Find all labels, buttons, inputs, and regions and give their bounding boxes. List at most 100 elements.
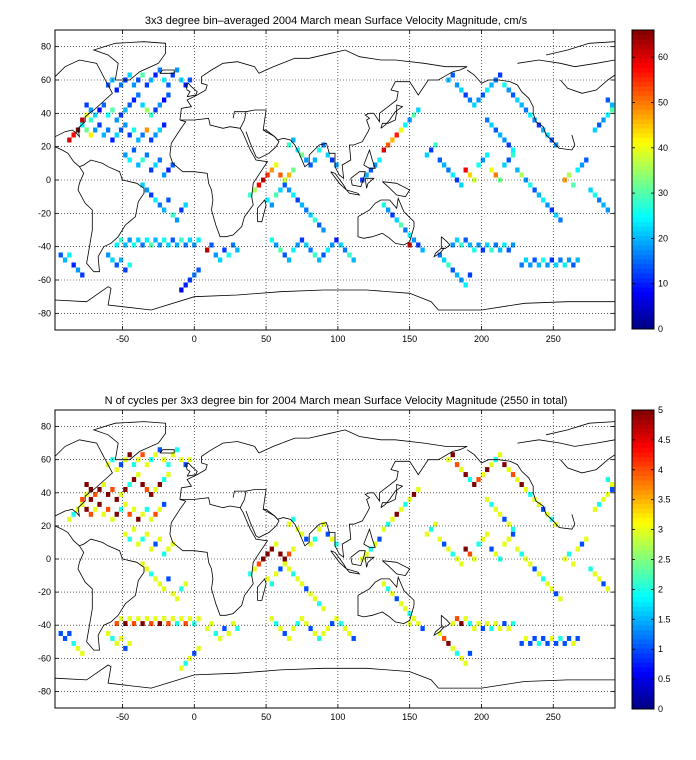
heatmap-cell xyxy=(166,576,171,582)
heatmap-cell xyxy=(523,556,529,562)
heatmap-cell xyxy=(273,541,279,547)
heatmap-cell xyxy=(131,526,137,532)
heatmap-cell xyxy=(510,531,516,537)
heatmap-cell xyxy=(506,521,511,527)
heatmap-cell xyxy=(549,257,554,263)
colorbar-step xyxy=(632,282,654,288)
heatmap-cell xyxy=(463,616,468,622)
heatmap-cell xyxy=(454,616,460,622)
heatmap-cell xyxy=(136,162,141,168)
heatmap-cell xyxy=(502,621,507,627)
colorbar-step xyxy=(632,484,654,490)
heatmap-cell xyxy=(153,72,158,78)
colorbar: 0 0.5 1 1.5 2 2.5 3 3.5 4 4.5 5 xyxy=(631,405,671,714)
heatmap-cell xyxy=(403,227,408,233)
heatmap-cell xyxy=(269,581,274,587)
heatmap-cell xyxy=(360,177,365,183)
x-tick-label: 100 xyxy=(330,334,345,344)
colorbar-tick-label: 0 xyxy=(658,324,663,334)
coastline-path xyxy=(560,74,616,94)
heatmap-cell xyxy=(295,197,300,203)
heatmap-cell xyxy=(523,177,529,183)
heatmap-cell xyxy=(523,257,529,263)
heatmap-cell xyxy=(157,127,162,133)
heatmap-cell xyxy=(114,621,119,627)
heatmap-cell xyxy=(407,496,412,502)
colorbar-step xyxy=(632,545,654,551)
heatmap-cell xyxy=(71,511,76,517)
heatmap-cell xyxy=(140,561,145,567)
heatmap-cell xyxy=(153,197,158,203)
heatmap-cell xyxy=(597,122,602,128)
heatmap-cell xyxy=(403,606,408,612)
heatmap-cell xyxy=(291,626,296,632)
heatmap-cell xyxy=(269,167,274,173)
heatmap-cell xyxy=(144,237,150,243)
coastline-path xyxy=(169,497,269,616)
colorbar-step xyxy=(632,212,654,218)
colorbar-step xyxy=(632,142,654,148)
heatmap-cell xyxy=(131,462,137,468)
heatmap-cell xyxy=(437,536,442,542)
heatmap-cell xyxy=(265,551,270,557)
heatmap-cell xyxy=(149,491,154,497)
coastline-path xyxy=(363,148,376,169)
heatmap-cell xyxy=(118,127,124,133)
heatmap-cell xyxy=(153,132,158,138)
heatmap-cell xyxy=(605,491,610,497)
heatmap-cell xyxy=(75,267,81,273)
heatmap-cell xyxy=(450,72,455,78)
heatmap-cell xyxy=(601,117,606,123)
heatmap-cell xyxy=(312,596,318,602)
colorbar-step xyxy=(632,433,654,439)
colorbar-step xyxy=(632,596,654,603)
heatmap-cell xyxy=(127,132,132,138)
heatmap-cell xyxy=(506,157,511,163)
heatmap-cell xyxy=(144,462,150,468)
heatmap-cell xyxy=(282,561,287,567)
heatmap-cell xyxy=(273,192,279,198)
heatmap-cell xyxy=(429,147,434,153)
heatmap-cell xyxy=(278,626,283,632)
heatmap-cell xyxy=(532,496,537,502)
heatmap-cell xyxy=(261,556,266,562)
heatmap-cell xyxy=(364,172,369,178)
heatmap-cell xyxy=(153,576,158,582)
colorbar-step xyxy=(632,296,654,302)
heatmap-cell xyxy=(179,616,184,622)
heatmap-cell xyxy=(187,655,193,661)
colorbar-step xyxy=(632,174,654,180)
heatmap-cell xyxy=(166,92,171,98)
colorbar-step xyxy=(632,582,654,589)
coastline-path xyxy=(330,171,347,191)
coastline-path xyxy=(257,578,267,601)
heatmap-cell xyxy=(394,217,399,223)
heatmap-cell xyxy=(454,462,460,468)
colorbar-step xyxy=(632,531,654,537)
heatmap-cell xyxy=(403,501,408,507)
heatmap-cell xyxy=(105,112,111,118)
heatmap-cell xyxy=(334,237,339,243)
heatmap-cell xyxy=(118,635,124,641)
heatmap-cell xyxy=(136,77,141,83)
heatmap-cell xyxy=(174,242,180,248)
heatmap-cell xyxy=(144,82,150,88)
heatmap-cell xyxy=(196,267,201,273)
heatmap-cell xyxy=(390,137,395,143)
heatmap-cell xyxy=(441,162,447,168)
heatmap-cell xyxy=(325,247,330,253)
heatmap-cell xyxy=(381,202,386,208)
colorbar-tick-label: 2.5 xyxy=(658,555,671,565)
colorbar-step xyxy=(632,480,654,486)
y-tick-label: 80 xyxy=(41,42,51,52)
colorbar-step xyxy=(632,652,654,659)
heatmap-cell xyxy=(609,482,615,487)
heatmap-cell xyxy=(317,526,322,532)
colorbar-step xyxy=(632,573,654,579)
heatmap-cell xyxy=(304,586,309,592)
heatmap-cell xyxy=(321,631,326,636)
heatmap-cell xyxy=(149,546,154,552)
heatmap-cell xyxy=(131,97,137,103)
heatmap-cell xyxy=(532,635,537,641)
heatmap-cell xyxy=(226,252,231,258)
